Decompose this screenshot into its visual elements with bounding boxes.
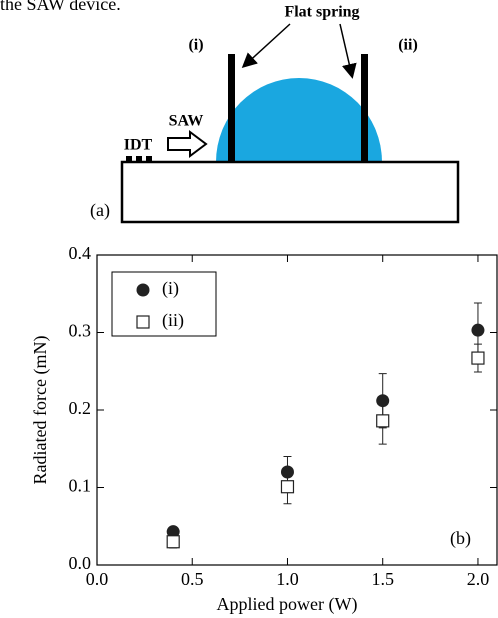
x-axis-title: Applied power (W) — [217, 594, 358, 615]
idt-finger — [146, 156, 152, 161]
idt-label: IDT — [124, 137, 153, 154]
panel-label: (a) — [90, 200, 110, 221]
panel-label: (b) — [450, 528, 471, 549]
idt-finger — [126, 156, 132, 161]
droplet — [216, 78, 382, 162]
right-label: (ii) — [398, 37, 418, 54]
legend-label: (ii) — [162, 310, 184, 331]
y-tick-label: 0.3 — [69, 321, 92, 341]
y-tick-label: 0.4 — [69, 243, 92, 263]
plot-frame — [97, 255, 497, 565]
x-tick-label: 0.5 — [181, 569, 204, 589]
marker — [472, 352, 484, 364]
substrate — [122, 162, 458, 222]
pointer — [340, 24, 352, 76]
spring-label: Flat spring — [284, 4, 359, 21]
x-tick-label: 1.5 — [371, 569, 394, 589]
marker — [167, 536, 179, 548]
caption-fragment: the SAW device. — [0, 0, 121, 14]
marker — [377, 415, 389, 427]
saw-label: SAW — [169, 113, 204, 130]
left-label: (i) — [188, 37, 203, 54]
saw-arrow — [168, 132, 206, 156]
legend-marker — [137, 316, 149, 328]
x-tick-label: 2.0 — [467, 569, 490, 589]
marker — [471, 324, 484, 337]
y-tick-label: 0.2 — [69, 398, 92, 418]
spring-left — [228, 54, 235, 162]
figure: the SAW device. Flat spring (i) (ii) SAW… — [0, 0, 498, 618]
y-tick-label: 0.1 — [69, 476, 92, 496]
legend-label: (i) — [162, 278, 179, 299]
marker — [281, 481, 293, 493]
legend-marker — [137, 284, 150, 297]
idt-finger — [136, 156, 142, 161]
y-axis-title: Radiated force (mN) — [30, 336, 51, 485]
x-tick-label: 1.0 — [276, 569, 299, 589]
spring-right — [361, 54, 368, 162]
pointer — [244, 24, 290, 66]
x-tick-label: 0.0 — [86, 569, 109, 589]
